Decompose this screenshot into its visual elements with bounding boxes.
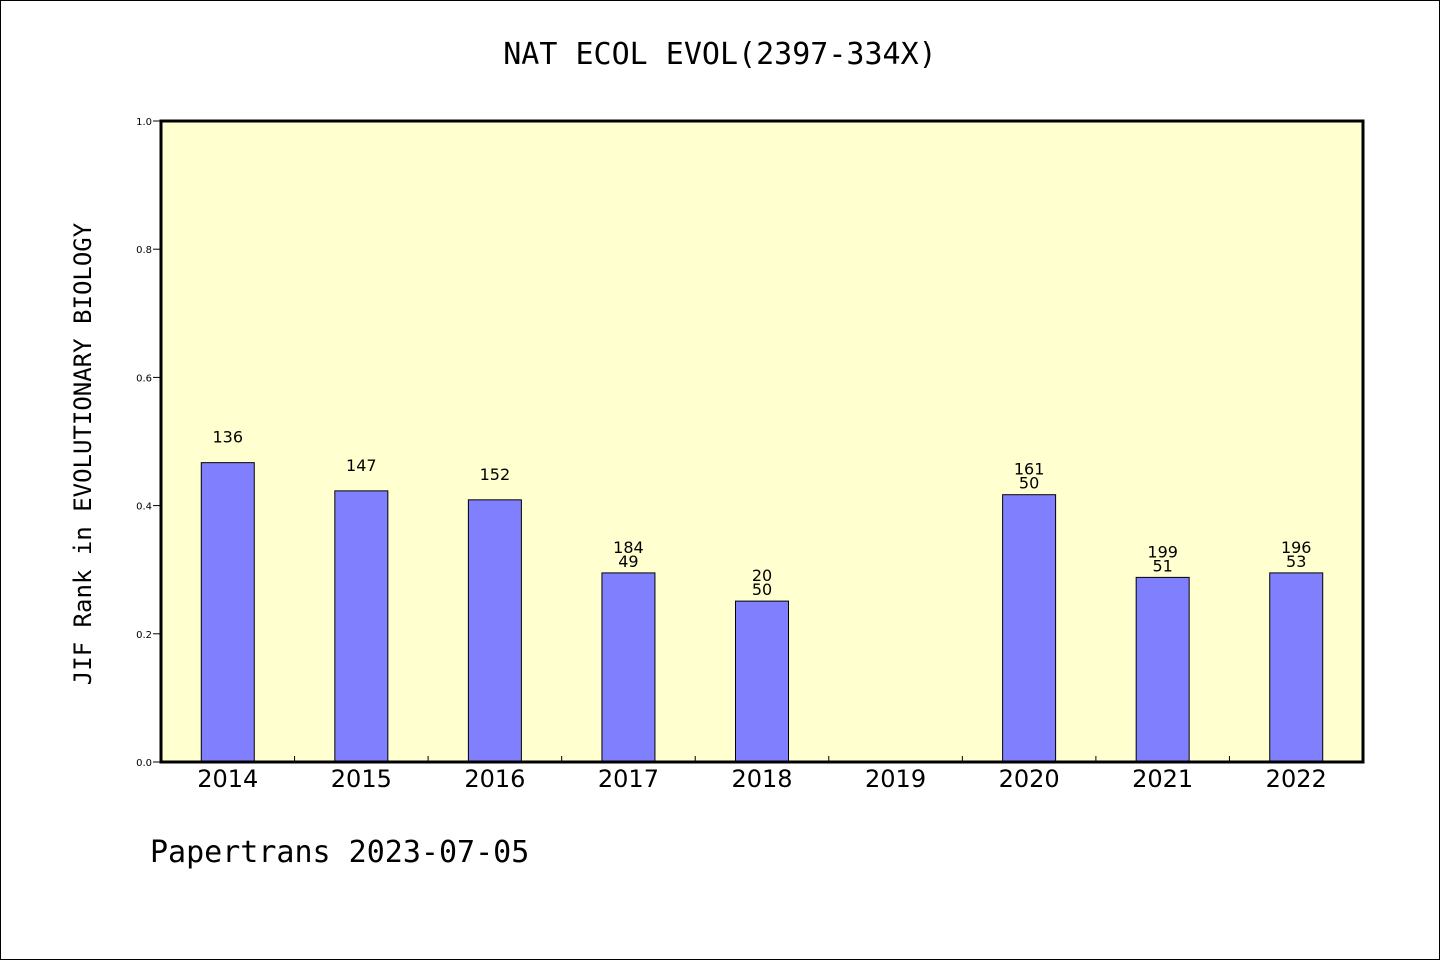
x-tick-label: 2022 — [1266, 765, 1327, 793]
x-tick-label: 2015 — [331, 765, 392, 793]
data-label: 20 — [752, 566, 772, 585]
y-tick-label: 0.0 — [136, 758, 152, 769]
data-label: 161 — [1014, 460, 1045, 479]
y-tick-label: 1.0 — [136, 117, 152, 128]
x-tick-label: 2021 — [1132, 765, 1193, 793]
y-tick-label: 0.2 — [136, 630, 152, 641]
data-label: 50 — [1019, 474, 1039, 493]
y-tick-label: 0.4 — [136, 502, 152, 513]
x-tick-label: 2020 — [999, 765, 1060, 793]
bar — [1135, 576, 1190, 763]
x-tick-label: 2017 — [598, 765, 659, 793]
data-label: 184 — [613, 538, 644, 557]
bar — [334, 490, 389, 763]
data-label: 196 — [1281, 538, 1312, 557]
x-tick-label: 2014 — [197, 765, 258, 793]
bar — [467, 499, 522, 763]
data-label: 49 — [618, 552, 638, 571]
x-tick-label: 2016 — [464, 765, 525, 793]
plot-border — [159, 119, 1365, 764]
x-tick-label: 2018 — [731, 765, 792, 793]
bar — [1269, 572, 1324, 763]
data-label: 147 — [346, 456, 377, 475]
bar — [1002, 494, 1057, 763]
footer-credit: Papertrans 2023-07-05 — [150, 835, 530, 870]
data-label: 53 — [1286, 552, 1306, 571]
data-label: 152 — [480, 465, 511, 484]
data-label: 199 — [1147, 542, 1178, 561]
x-tick-label: 2019 — [865, 765, 926, 793]
y-tick-label: 0.6 — [136, 373, 152, 384]
data-label: 51 — [1152, 556, 1172, 575]
bar — [200, 462, 255, 763]
y-tick-label: 0.8 — [136, 245, 152, 256]
bar — [735, 600, 789, 763]
data-label: 50 — [752, 580, 772, 599]
chart-title: NAT ECOL EVOL(2397-334X) — [503, 37, 937, 72]
data-label: 136 — [213, 428, 244, 447]
bar — [601, 572, 656, 763]
